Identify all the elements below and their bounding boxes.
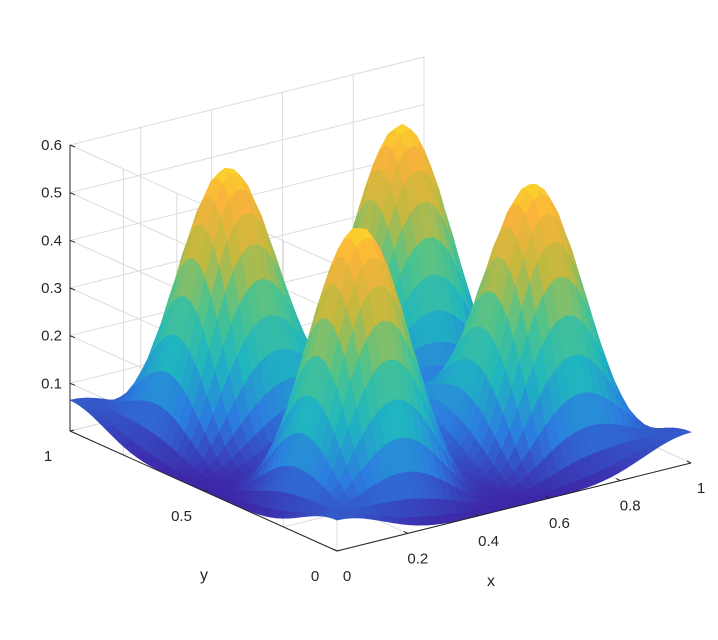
y-tick-label: 0.5 <box>171 508 192 525</box>
x-axis-label: x <box>487 573 495 590</box>
z-tick-mark <box>69 382 76 386</box>
x-tick-label: 0.2 <box>407 550 428 567</box>
x-tick-mark <box>332 548 338 552</box>
y-tick-mark <box>336 549 342 552</box>
y-tick-mark <box>69 429 75 432</box>
x-tick-label: 0 <box>343 568 351 585</box>
x-tick-label: 0.8 <box>620 498 641 515</box>
y-tick-label: 0 <box>311 568 319 585</box>
x-tick-mark <box>615 478 621 482</box>
x-axis-line <box>336 462 692 552</box>
z-tick-mark <box>69 335 76 339</box>
x-tick-label: 0.6 <box>549 515 570 532</box>
x-tick-mark <box>545 495 550 499</box>
surface-layer <box>69 123 692 526</box>
y-tick-mark <box>203 489 208 492</box>
z-tick-mark <box>69 192 76 196</box>
z-tick-label: 0.6 <box>41 137 62 154</box>
z-tick-mark <box>69 239 76 243</box>
z-tick-label: 0.4 <box>41 232 62 249</box>
z-tick-mark <box>69 287 76 291</box>
y-tick-label: 1 <box>44 448 52 465</box>
z-tick-label: 0.5 <box>41 185 62 202</box>
x-tick-label: 0.4 <box>478 533 499 550</box>
x-tick-label: 1 <box>697 480 705 497</box>
z-tick-label: 0.2 <box>41 328 62 345</box>
y-axis-label: y <box>200 567 208 584</box>
z-tick-label: 0.3 <box>41 280 62 297</box>
surface-patch <box>675 429 692 435</box>
x-tick-mark <box>474 513 479 517</box>
z-tick-mark <box>69 144 76 148</box>
x-tick-mark <box>686 460 692 464</box>
ticks-layer: 0 0.2 0.4 0.6 0.8 1 0 0.5 1 0.1 0.2 0.3 0.4 0.5 0.6 <box>41 137 705 585</box>
z-tick-label: 0.1 <box>41 375 62 392</box>
x-tick-mark <box>403 530 409 534</box>
